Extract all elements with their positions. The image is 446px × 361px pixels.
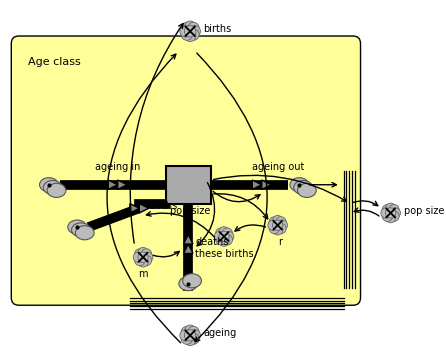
Circle shape (219, 236, 229, 246)
Polygon shape (184, 244, 193, 253)
Circle shape (188, 22, 199, 34)
Circle shape (138, 252, 148, 262)
Circle shape (188, 333, 199, 344)
Ellipse shape (71, 223, 91, 237)
Circle shape (277, 220, 288, 230)
Bar (165, 166, 211, 204)
Text: ageing out: ageing out (252, 162, 305, 173)
Circle shape (273, 216, 283, 226)
Polygon shape (184, 235, 193, 244)
Circle shape (268, 220, 278, 230)
Ellipse shape (47, 183, 66, 197)
Circle shape (135, 249, 145, 259)
Circle shape (188, 326, 199, 338)
Ellipse shape (40, 178, 58, 192)
Ellipse shape (68, 220, 87, 234)
Circle shape (138, 247, 148, 258)
Ellipse shape (43, 180, 62, 195)
Circle shape (223, 231, 234, 242)
Text: ageing: ageing (203, 329, 236, 339)
Circle shape (222, 228, 232, 238)
Circle shape (214, 231, 225, 242)
Circle shape (185, 26, 196, 37)
Circle shape (382, 211, 392, 221)
Circle shape (385, 212, 396, 223)
Circle shape (222, 235, 232, 245)
Polygon shape (262, 180, 271, 190)
Text: r: r (278, 236, 282, 247)
Text: ageing in: ageing in (95, 162, 140, 173)
Text: pop size: pop size (404, 206, 444, 216)
Circle shape (276, 217, 286, 227)
Polygon shape (108, 180, 118, 190)
Circle shape (180, 330, 191, 341)
Ellipse shape (297, 183, 316, 197)
Ellipse shape (182, 274, 202, 288)
Circle shape (135, 255, 145, 266)
Circle shape (389, 204, 399, 215)
Circle shape (133, 252, 144, 262)
Polygon shape (252, 180, 262, 190)
Circle shape (143, 252, 153, 262)
Circle shape (141, 255, 152, 266)
Ellipse shape (179, 277, 198, 291)
Ellipse shape (290, 178, 309, 192)
Circle shape (185, 21, 196, 32)
Circle shape (181, 22, 193, 34)
Circle shape (185, 330, 196, 341)
Circle shape (385, 203, 396, 214)
Circle shape (219, 227, 229, 237)
Circle shape (269, 223, 280, 234)
Circle shape (382, 204, 392, 215)
Circle shape (273, 220, 283, 230)
Circle shape (390, 208, 401, 218)
Polygon shape (118, 180, 127, 190)
Circle shape (219, 231, 229, 242)
Ellipse shape (294, 180, 313, 195)
Circle shape (381, 208, 391, 218)
Text: deaths: deaths (196, 237, 229, 247)
Circle shape (141, 249, 152, 259)
Circle shape (185, 30, 196, 42)
Text: pop size: pop size (170, 206, 211, 216)
FancyBboxPatch shape (11, 36, 360, 305)
Circle shape (273, 225, 283, 235)
Polygon shape (130, 204, 139, 213)
Circle shape (385, 208, 396, 218)
Text: Age class: Age class (28, 57, 81, 67)
Text: m: m (138, 269, 148, 279)
Text: births: births (149, 201, 177, 212)
Text: these births: these births (195, 249, 253, 259)
Circle shape (276, 223, 286, 234)
Circle shape (189, 330, 200, 341)
Circle shape (188, 29, 199, 40)
Circle shape (185, 334, 196, 345)
Circle shape (389, 211, 399, 221)
Circle shape (215, 228, 226, 238)
Circle shape (189, 26, 200, 37)
Circle shape (181, 326, 193, 338)
Circle shape (181, 333, 193, 344)
Circle shape (215, 235, 226, 245)
Circle shape (269, 217, 280, 227)
Circle shape (185, 325, 196, 336)
Polygon shape (139, 204, 149, 213)
Circle shape (138, 257, 148, 267)
Ellipse shape (75, 226, 94, 240)
Circle shape (180, 26, 191, 37)
Text: births: births (203, 25, 231, 34)
Circle shape (181, 29, 193, 40)
